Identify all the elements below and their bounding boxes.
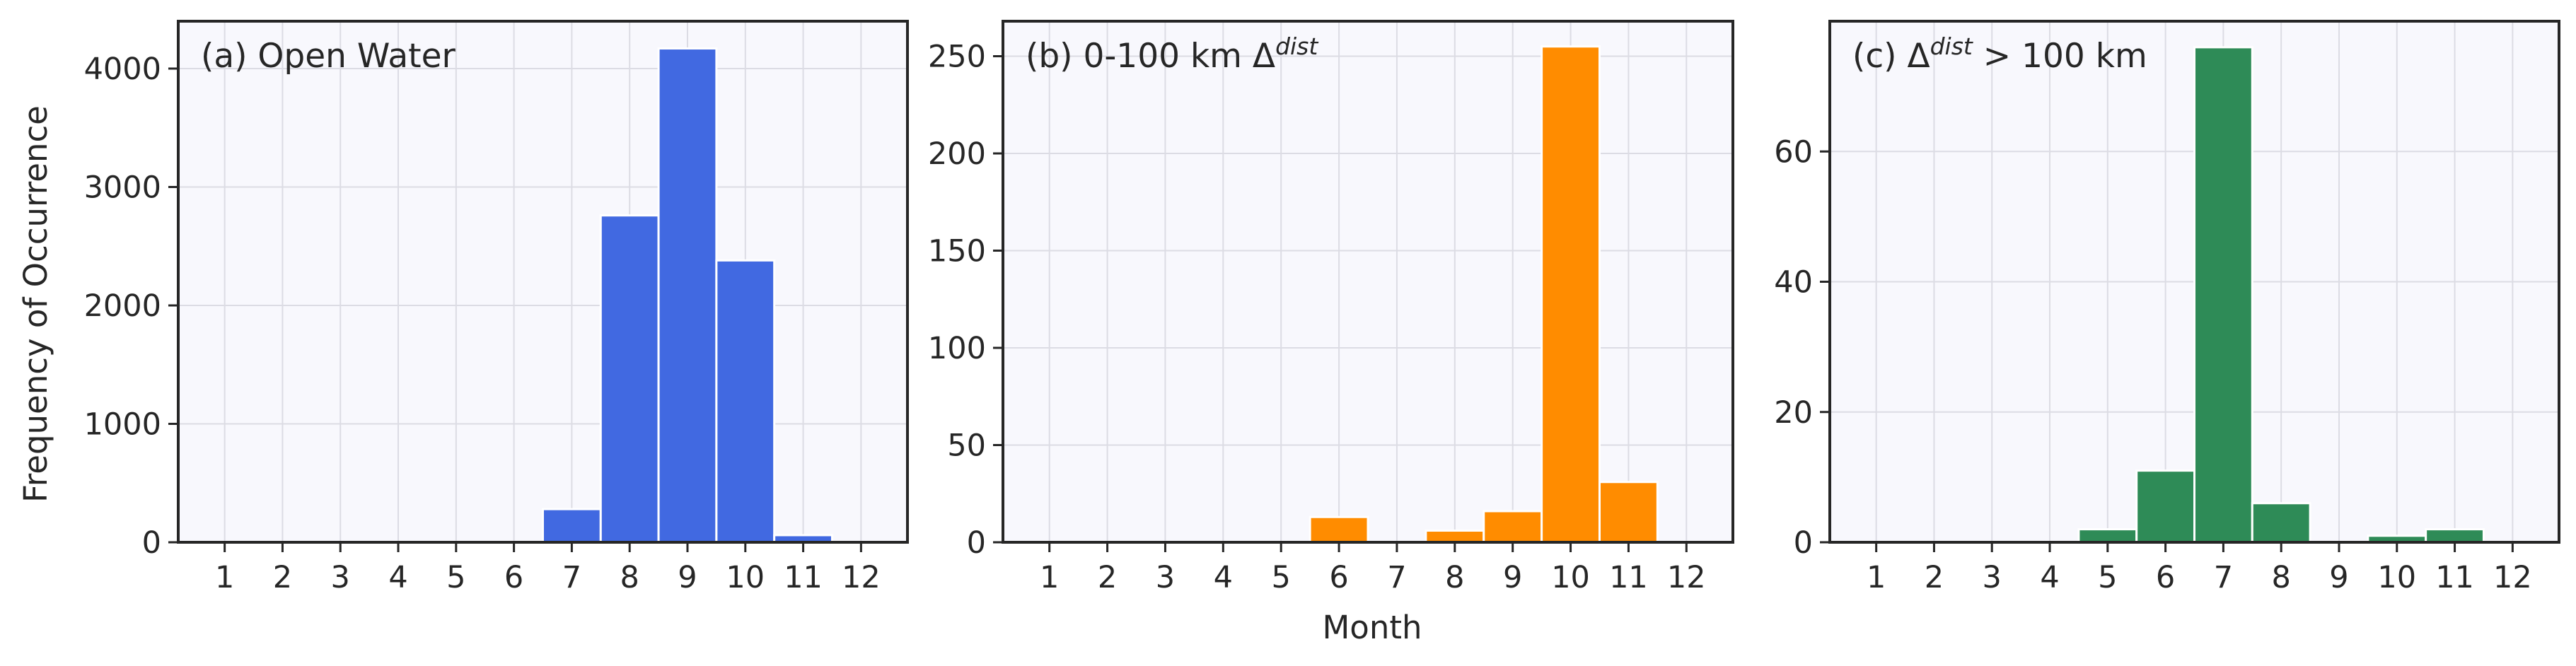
panel-a-y-tick-label: 1000 [84,407,161,443]
x-axis-title: Month [1322,609,1422,646]
panel-a-x-tick-label: 9 [678,560,697,595]
panel-a-x-tick-label: 3 [331,560,350,595]
panel-a-x-tick-label: 12 [842,560,881,595]
panel-c-x-tick-label: 1 [1867,560,1886,595]
panel-a-x-tick-label: 7 [562,560,581,595]
panel-c-x-tick-label: 11 [2435,560,2474,595]
panel-a-x-tick-label: 10 [726,560,765,595]
panel-c-y-tick-label: 0 [1794,525,1813,561]
panel-b-x-tick-label: 10 [1551,560,1590,595]
panel-b-bar-9 [1483,510,1543,544]
panel-b-x-tick-label: 11 [1609,560,1648,595]
panel-b-bar-10 [1541,45,1601,544]
panel-c-x-tick-label: 10 [2377,560,2416,595]
panel-a-x-tick-label: 8 [620,560,639,595]
panel-a-bar-7 [542,508,602,544]
panel-b-x-tick-label: 12 [1667,560,1706,595]
y-axis-title: Frequency of Occurrence [17,105,54,503]
panel-a-y-tick-label: 2000 [84,288,161,324]
panel-b-y-tick-label: 150 [928,234,986,269]
panel-c-y-tick-label: 20 [1774,395,1813,431]
panel-a-y-tick-label: 4000 [84,52,161,87]
panel-b-y-tick-label: 100 [928,331,986,366]
panel-a-title: (a) Open Water [201,37,456,76]
panel-b-y-tick-label: 250 [928,40,986,75]
panel-b-x-tick-label: 2 [1098,560,1117,595]
panel-c-x-tick-label: 9 [2329,560,2348,595]
panel-a-background [178,21,907,542]
panel-c-x-tick-label: 7 [2214,560,2233,595]
panel-a-bar-8 [599,214,660,544]
panel-b-x-tick-label: 8 [1445,560,1464,595]
panel-c-x-tick-label: 8 [2272,560,2291,595]
panel-c-title: (c) Δdist > 100 km [1852,33,2147,76]
panel-a-y-tick-label: 0 [142,525,161,561]
panel-b-frame [1002,20,1734,544]
panel-b-background [1003,21,1733,542]
panel-b-x-tick-label: 9 [1503,560,1522,595]
panel-a-bar-9 [657,47,718,544]
panel-c-y-tick-label: 40 [1774,265,1813,300]
panel-a-y-tick-label: 3000 [84,170,161,206]
panel-a-x-tick-label: 1 [215,560,234,595]
panel-a-x-tick-label: 4 [388,560,407,595]
panel-a-x-tick-label: 11 [784,560,823,595]
panel-a-x-tick-label: 6 [504,560,523,595]
panel-a-frame [177,20,909,544]
panel-b-y-tick-label: 0 [967,525,986,561]
panel-b-bar-8 [1425,530,1485,544]
panel-b-x-tick-label: 3 [1156,560,1175,595]
panel-c-x-tick-label: 4 [2040,560,2059,595]
panel-c-x-tick-label: 2 [1925,560,1944,595]
panel-b-x-tick-label: 6 [1329,560,1348,595]
panel-c-bar-11 [2425,528,2485,544]
panel-c-x-tick-label: 6 [2156,560,2175,595]
panel-c-x-tick-label: 5 [2098,560,2117,595]
panel-a-x-tick-label: 2 [273,560,292,595]
panel-b-y-tick-label: 200 [928,136,986,172]
panel-b-x-tick-label: 4 [1214,560,1233,595]
panel-a-x-tick-label: 5 [446,560,465,595]
panel-b-title: (b) 0-100 km Δdist [1026,33,1318,76]
panel-b-bar-6 [1309,515,1369,544]
panel-b-x-tick-label: 1 [1040,560,1059,595]
panel-c-bar-7 [2193,46,2253,544]
panel-b-bar-11 [1598,481,1659,544]
panel-c-x-tick-label: 3 [1983,560,2002,595]
panel-c-bar-6 [2135,469,2195,544]
panel-b-x-tick-label: 7 [1387,560,1406,595]
panel-c-y-tick-label: 60 [1774,134,1813,170]
panel-c-x-tick-label: 12 [2493,560,2532,595]
panel-b-y-tick-label: 50 [947,428,986,464]
panel-c-bar-5 [2077,528,2138,544]
panel-a-bar-10 [715,259,776,544]
panel-b-x-tick-label: 5 [1272,560,1291,595]
panel-c-bar-8 [2251,502,2311,544]
